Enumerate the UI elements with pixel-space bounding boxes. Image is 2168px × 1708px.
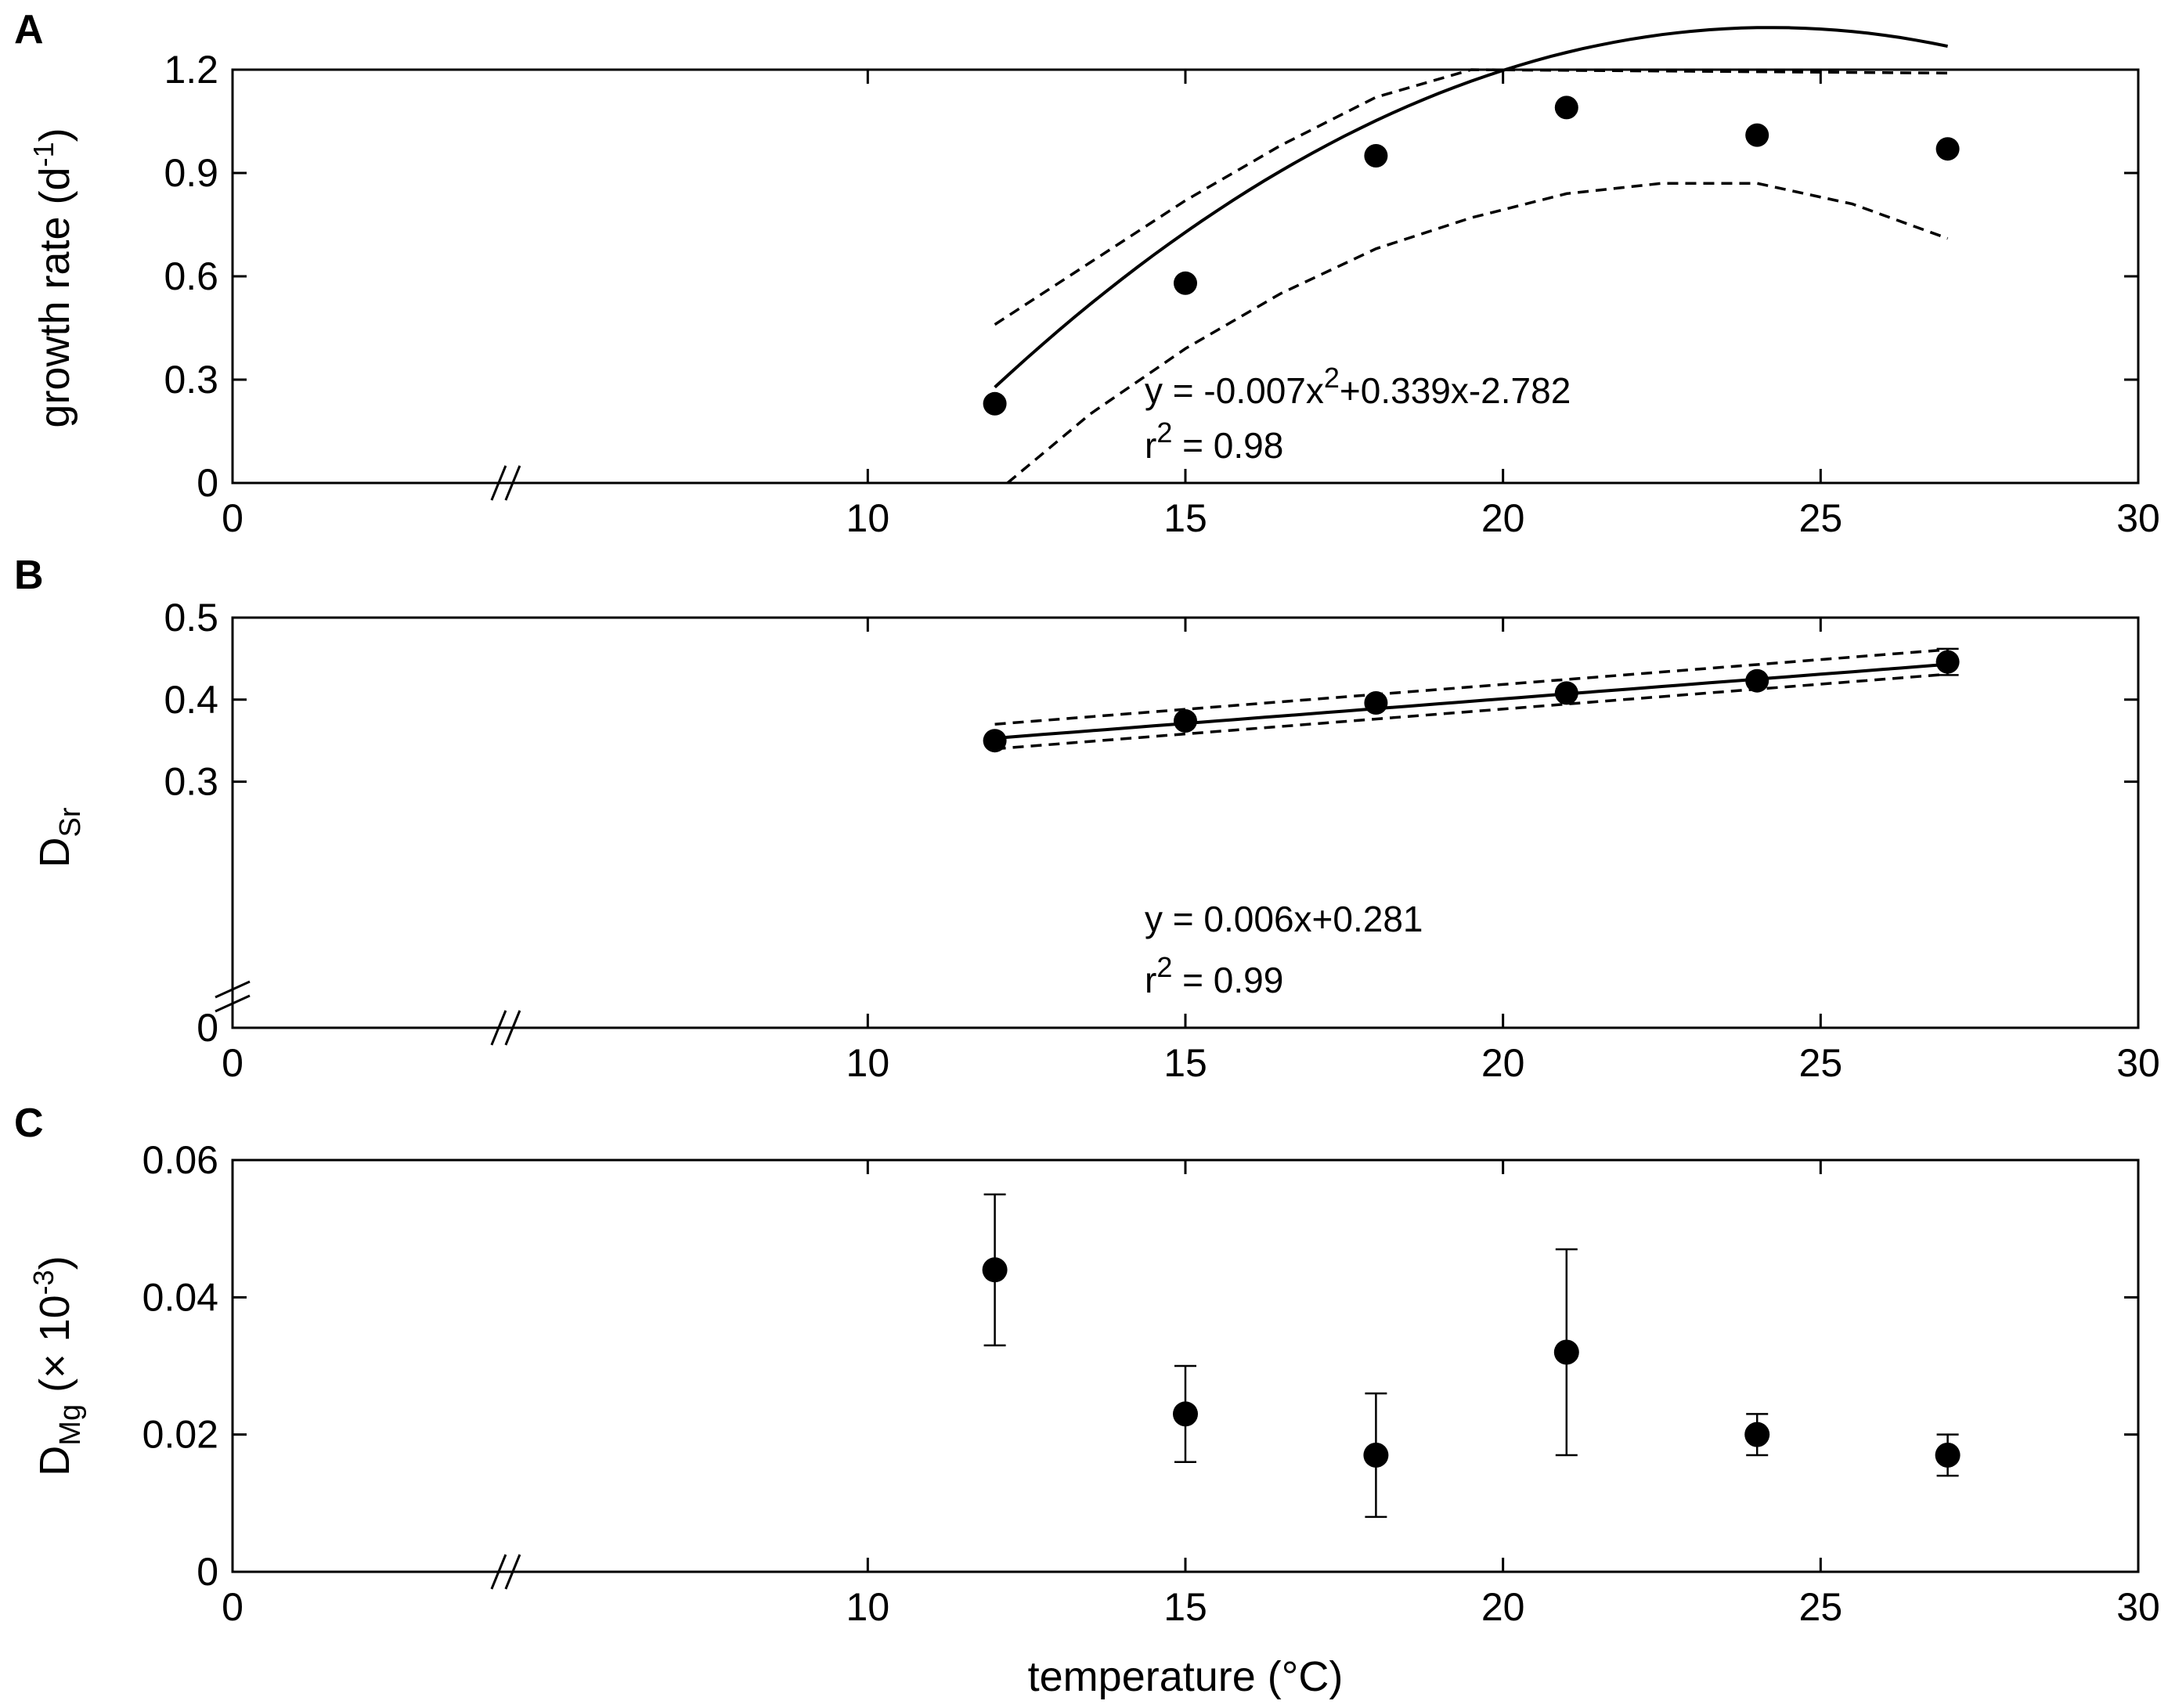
panel-c-x-tick-label: 20	[1481, 1585, 1525, 1629]
panel-c-y-tick-label: 0.06	[142, 1138, 218, 1182]
panel-b-y-tick-label: 0.5	[164, 596, 218, 640]
panel-a-x-tick-label: 30	[2116, 496, 2160, 540]
panel-c-x-tick-label: 0	[222, 1585, 243, 1629]
panel-c-data-point	[1363, 1442, 1389, 1468]
panel-a-letter: A	[14, 7, 44, 52]
panel-c-x-tick-label: 15	[1163, 1585, 1207, 1629]
panel-a-y-tick-label: 0.6	[164, 254, 218, 298]
panel-b-frame	[231, 616, 2140, 1029]
panel-c-letter: C	[14, 1101, 44, 1146]
panel-a-y-axis-label: growth rate (d-1)	[27, 128, 78, 427]
panel-c-y-tick-label: 0	[197, 1550, 218, 1594]
panel-b-data-point	[1364, 690, 1388, 715]
panel-c-x-tick-label: 30	[2116, 1585, 2160, 1629]
panel-b-data-point	[983, 729, 1007, 753]
panel-a-frame	[231, 68, 2140, 485]
panel-a-r-squared: r2 = 0.98	[1145, 416, 1283, 466]
panel-b-confidence-upper-line	[994, 648, 1948, 726]
panel-a-y-tick-label: 0.9	[164, 151, 218, 195]
panel-a-y-tick-label: 1.2	[164, 48, 218, 92]
panel-c-data-point	[982, 1257, 1008, 1283]
panel-a-confidence-lower-line	[1006, 182, 1949, 485]
panel-c-y-tick-label: 0.04	[142, 1275, 218, 1319]
panel-a-data-point	[1554, 95, 1578, 120]
panel-c-y-tick-label: 0.02	[142, 1413, 218, 1457]
panel-a-data-point	[1745, 123, 1769, 147]
panel-b-fit-equation: y = 0.006x+0.281	[1145, 899, 1423, 939]
panel-b-r-squared: r2 = 0.99	[1145, 951, 1283, 1000]
panel-a-plot-area: 0 10 15 20 25 30 0 0.3 0.6 0.9 1.2	[164, 26, 2160, 540]
panel-c: C DMg (× 10-3) 0 10 15 20 25 3000.020.040.06 …	[14, 1101, 2160, 1700]
panel-a-x-tick-label: 25	[1799, 496, 1843, 540]
panel-a-data-point	[1364, 144, 1388, 168]
panel-a-y-tick-label: 0.3	[164, 358, 218, 402]
panel-a-y-tick-label: 0	[197, 461, 218, 505]
panel-b-y-axis-label: DSr	[31, 807, 87, 867]
panel-b-data-point	[1935, 650, 1960, 674]
panel-c-data-point	[1173, 1401, 1198, 1427]
panel-c-x-tick-label: 25	[1799, 1585, 1843, 1629]
panel-b-x-tick-label: 20	[1481, 1041, 1525, 1085]
panel-c-frame	[231, 1158, 2140, 1573]
x-axis-label: temperature (°C)	[1028, 1653, 1344, 1700]
panel-b: B DSr 0 10 15 20 25 30 0 0.3 0.4 0.5 y = 0.006x+0…	[14, 553, 2160, 1085]
panel-a-confidence-upper-line	[994, 68, 1948, 326]
panel-b-plot-area: 0 10 15 20 25 30 0 0.3 0.4 0.5	[164, 596, 2159, 1085]
panel-b-data-point	[1554, 681, 1578, 705]
panel-b-x-tick-label: 25	[1799, 1041, 1843, 1085]
panel-a-data-point	[1174, 271, 1197, 295]
panel-b-letter: B	[14, 553, 44, 598]
panel-c-plot-area: 0 10 15 20 25 30 0 0.02 0.04 0.06	[142, 1138, 2160, 1629]
panel-a-x-tick-label: 15	[1163, 496, 1207, 540]
panel-b-x-tick-label: 15	[1163, 1041, 1207, 1085]
panel-a-data-point	[1935, 137, 1960, 161]
panel-a-x-tick-label: 0	[222, 496, 243, 540]
panel-b-y-tick-label: 0.4	[164, 678, 218, 722]
panel-c-data-point	[1935, 1442, 1961, 1468]
panel-c-x-tick-label: 10	[846, 1585, 890, 1629]
panel-b-y-tick-label: 0	[197, 1006, 218, 1050]
panel-a: A growth rate (d-1) 0 10 15 20 25 30 0 0.3 0.6 0.…	[14, 7, 2160, 540]
panel-b-confidence-lower-line	[994, 672, 1948, 751]
panel-a-x-tick-label: 10	[846, 496, 890, 540]
panel-a-fit-line	[994, 26, 1948, 389]
panel-c-data-point	[1553, 1339, 1579, 1365]
panel-b-fit-line	[994, 662, 1948, 740]
panel-b-y-tick-label: 0.3	[164, 760, 218, 804]
panel-a-data-point	[983, 391, 1007, 416]
panel-b-x-tick-label: 30	[2116, 1041, 2160, 1085]
panel-b-x-tick-label: 10	[846, 1041, 890, 1085]
panel-c-data-point	[1744, 1422, 1770, 1447]
panel-b-data-point	[1174, 709, 1197, 733]
panel-b-x-tick-label: 0	[222, 1041, 243, 1085]
panel-a-x-tick-label: 20	[1481, 496, 1525, 540]
panel-c-y-axis-label: DMg (× 10-3)	[27, 1256, 87, 1476]
panel-a-fit-equation: y = -0.007x2+0.339x-2.782	[1145, 362, 1571, 411]
panel-b-data-point	[1745, 668, 1769, 693]
